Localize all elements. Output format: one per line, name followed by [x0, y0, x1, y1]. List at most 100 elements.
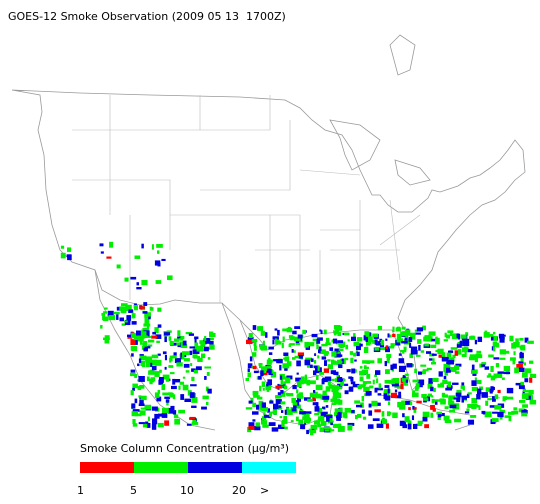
smoke-pixel — [476, 393, 481, 400]
smoke-pixel — [169, 372, 175, 375]
smoke-pixel — [319, 329, 322, 332]
smoke-pixel — [305, 346, 311, 350]
smoke-pixel — [306, 379, 311, 386]
smoke-pixel — [398, 391, 402, 396]
smoke-pixel — [372, 379, 375, 385]
smoke-pixel — [522, 391, 525, 394]
smoke-pixel — [176, 342, 181, 346]
smoke-pixel — [385, 423, 389, 429]
smoke-pixel — [209, 344, 215, 350]
smoke-pixel — [282, 328, 288, 332]
smoke-pixel — [104, 335, 110, 339]
smoke-pixel — [417, 339, 422, 344]
smoke-pixel — [297, 393, 300, 396]
smoke-pixel — [323, 368, 330, 373]
smoke-pixel — [319, 427, 326, 433]
smoke-pixel — [523, 409, 527, 414]
smoke-pixel — [276, 359, 283, 364]
smoke-pixel — [356, 337, 363, 342]
smoke-pixel — [490, 366, 494, 372]
basemap — [11, 34, 526, 431]
smoke-pixel — [281, 342, 284, 349]
smoke-pixel — [147, 416, 150, 421]
smoke-pixel — [493, 331, 496, 335]
smoke-pixel — [317, 355, 320, 359]
smoke-pixel — [307, 398, 313, 402]
smoke-pixel — [422, 416, 428, 422]
smoke-pixel — [451, 333, 459, 340]
smoke-pixel — [141, 364, 146, 368]
smoke-pixel — [330, 378, 335, 382]
smoke-pixel — [124, 277, 129, 282]
smoke-pixel — [169, 341, 174, 346]
smoke-pixel — [485, 387, 491, 392]
smoke-pixel — [102, 316, 109, 322]
smoke-pixel — [319, 372, 325, 375]
smoke-pixel — [418, 345, 421, 351]
smoke-pixel — [100, 325, 103, 329]
smoke-pixel — [390, 343, 395, 347]
smoke-pixel — [284, 356, 290, 362]
smoke-pixel — [474, 339, 478, 345]
smoke-pixel — [369, 385, 374, 389]
smoke-pixel — [502, 396, 508, 401]
smoke-pixel — [209, 340, 214, 345]
smoke-pixel — [259, 405, 266, 411]
smoke-pixel — [131, 353, 134, 357]
smoke-pixel — [182, 351, 189, 356]
smoke-pixel — [363, 347, 369, 353]
smoke-pixel — [298, 355, 303, 359]
smoke-pixel — [266, 359, 273, 363]
smoke-pixel — [258, 400, 264, 407]
smoke-pixel — [195, 366, 202, 371]
smoke-pixel — [405, 329, 411, 335]
smoke-pixel — [263, 412, 266, 416]
smoke-pixel — [327, 359, 331, 362]
smoke-pixel — [314, 406, 320, 412]
smoke-pixel — [444, 332, 447, 338]
smoke-pixel — [161, 407, 169, 414]
smoke-pixel — [460, 334, 467, 339]
smoke-pixel — [262, 373, 268, 376]
smoke-pixel — [173, 352, 177, 356]
smoke-pixel — [389, 345, 395, 349]
smoke-pixel — [334, 352, 341, 358]
smoke-pixel — [351, 409, 355, 413]
smoke-pixel — [139, 341, 143, 345]
smoke-pixel — [443, 415, 450, 421]
smoke-pixel — [410, 350, 418, 355]
smoke-pixel — [152, 418, 158, 425]
smoke-pixel — [147, 339, 155, 343]
smoke-pixel — [107, 310, 114, 317]
smoke-pixel — [202, 395, 209, 400]
smoke-pixel — [423, 336, 429, 342]
smoke-pixel — [349, 386, 354, 392]
smoke-pixel — [201, 353, 206, 359]
smoke-pixel — [439, 398, 445, 403]
smoke-pixel — [317, 407, 322, 414]
smoke-pixel — [501, 377, 505, 380]
smoke-pixel — [251, 352, 257, 357]
smoke-pixel — [460, 385, 465, 389]
smoke-pixel — [321, 411, 328, 417]
smoke-pixel — [518, 367, 525, 373]
smoke-pixel — [179, 341, 184, 346]
smoke-pixel — [392, 326, 395, 333]
smoke-pixel — [387, 333, 390, 338]
smoke-pixel — [321, 343, 328, 347]
smoke-pixel — [337, 377, 343, 382]
smoke-pixel — [279, 364, 282, 371]
smoke-pixel — [140, 395, 147, 401]
smoke-pixel — [479, 386, 483, 391]
smoke-pixel — [513, 351, 516, 356]
smoke-pixel — [302, 329, 306, 335]
smoke-pixel — [405, 400, 411, 405]
smoke-pixel — [60, 252, 66, 259]
smoke-pixel — [266, 383, 269, 387]
smoke-pixel — [413, 423, 418, 429]
smoke-pixel — [491, 418, 499, 422]
smoke-pixel — [372, 418, 380, 422]
smoke-pixel — [386, 353, 392, 359]
smoke-pixel — [446, 352, 452, 358]
smoke-pixel — [508, 415, 512, 422]
